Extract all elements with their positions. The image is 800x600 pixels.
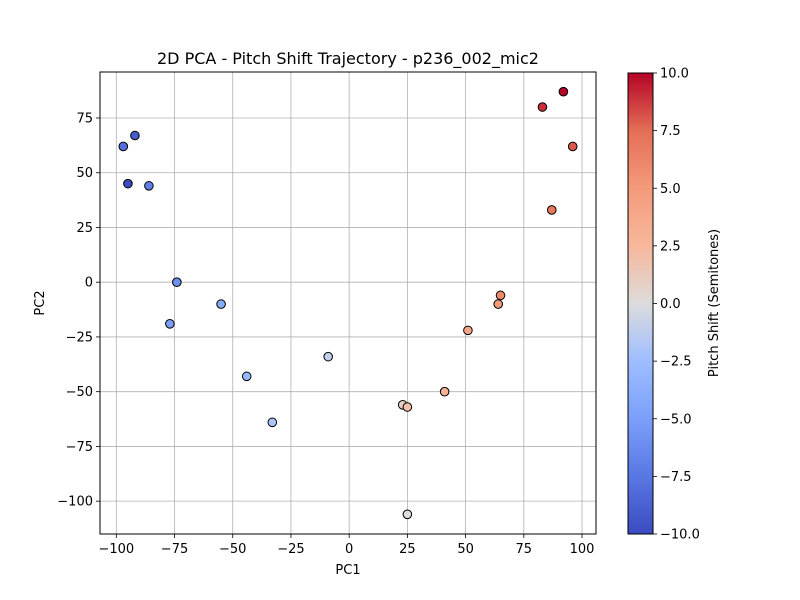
scatter-point	[165, 319, 175, 329]
x-axis-label: PC1	[335, 563, 360, 578]
scatter-point	[172, 277, 182, 287]
x-tick-label: 25	[399, 542, 416, 557]
scatter-point	[267, 417, 278, 428]
colorbar-tick-label: 0.0	[660, 297, 681, 312]
y-tick-label: 50	[76, 166, 93, 181]
x-tick-label: −25	[277, 542, 304, 557]
y-tick-label: 0	[85, 276, 93, 291]
x-tick-label: −100	[98, 542, 134, 557]
colorbar-ticks: −10.0 −7.5 −5.0 −2.5 0.0 2.5 5.0 7.5 10.0	[653, 67, 700, 543]
y-axis-ticks: −100 −75 −50 −25 0 25 50 75	[57, 111, 100, 510]
scatter-point	[558, 86, 569, 97]
colorbar-label: Pitch Shift (Semitones)	[707, 229, 722, 377]
scatter-point	[144, 181, 154, 191]
colorbar: −10.0 −7.5 −5.0 −2.5 0.0 2.5 5.0 7.5 10.0 Pitch …	[627, 67, 722, 543]
colorbar-tick-label: −2.5	[660, 355, 692, 370]
y-axis-label: PC2	[33, 290, 48, 315]
colorbar-tick-label: 2.5	[660, 239, 681, 254]
colorbar-tick-label: −5.0	[660, 412, 692, 427]
chart-title: 2D PCA - Pitch Shift Trajectory - p236_0…	[157, 49, 539, 69]
scatter-point	[118, 141, 129, 152]
scatter-point	[546, 205, 557, 215]
y-tick-label: −50	[66, 385, 93, 400]
colorbar-tick-label: 7.5	[660, 124, 681, 139]
scatter-point	[123, 178, 133, 189]
scatter-point	[463, 325, 473, 336]
scatter-point	[130, 130, 140, 141]
grid-lines	[100, 72, 596, 534]
colorbar-gradient	[627, 72, 654, 535]
y-tick-label: 75	[76, 111, 93, 126]
colorbar-tick-label: −10.0	[660, 528, 700, 543]
data-points	[118, 86, 578, 520]
scatter-point	[402, 402, 413, 412]
scatter-point	[537, 102, 548, 112]
x-tick-label: 50	[457, 542, 474, 557]
y-tick-label: −75	[66, 440, 93, 455]
x-tick-label: 0	[345, 542, 353, 557]
scatter-point	[495, 290, 506, 301]
x-tick-label: 100	[570, 542, 595, 557]
scatter-point	[402, 509, 413, 520]
y-tick-label: −25	[66, 330, 93, 345]
scatter-point	[439, 386, 450, 397]
colorbar-tick-label: 10.0	[660, 67, 689, 82]
scatter-point	[241, 371, 252, 382]
y-tick-label: 25	[76, 221, 93, 236]
x-tick-label: −75	[161, 542, 188, 557]
scatter-point	[493, 299, 503, 309]
scatter-point	[216, 299, 226, 309]
x-tick-label: 75	[516, 542, 533, 557]
y-tick-label: −100	[57, 495, 93, 510]
plot-frame	[99, 71, 597, 535]
scatter-point	[323, 351, 334, 362]
scatter-point	[567, 141, 578, 152]
colorbar-tick-label: −7.5	[660, 470, 692, 485]
colorbar-tick-label: 5.0	[660, 182, 681, 197]
x-tick-label: −50	[219, 542, 246, 557]
x-axis-ticks: −100 −75 −50 −25 0 25 50 75 100	[98, 534, 594, 557]
